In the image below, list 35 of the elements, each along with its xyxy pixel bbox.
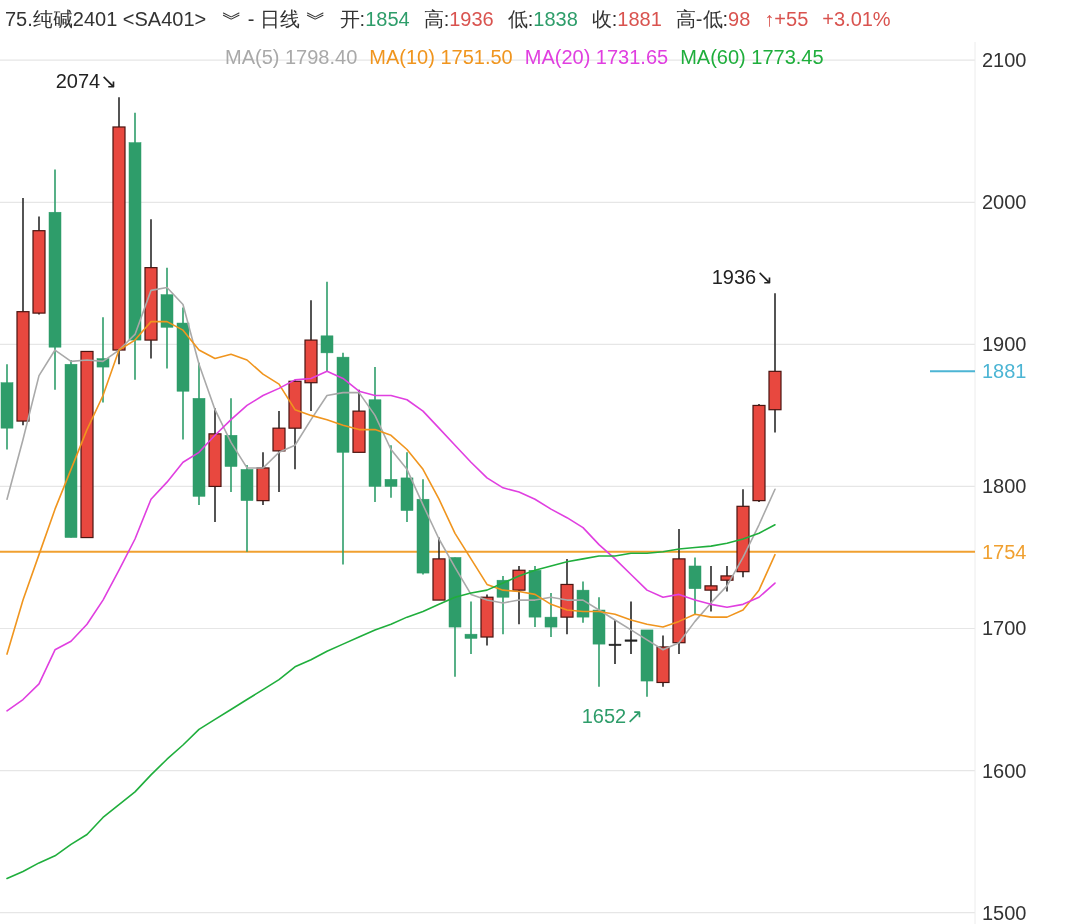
- legend: MA(5) 1798.40 MA(10) 1751.50 MA(20) 1731.65 MA(60) 1773.45: [225, 46, 824, 68]
- candlestick: [272, 410, 286, 493]
- candlestick: [720, 565, 734, 593]
- text: 开:1854: [339, 8, 410, 30]
- annotation: 1936↘: [711, 266, 773, 289]
- candlestick: [544, 592, 558, 638]
- candlestick: [608, 619, 622, 665]
- y-tick-label: 1700: [982, 617, 1027, 640]
- candlestick: [384, 444, 398, 499]
- text: 高:1936: [423, 8, 494, 30]
- y-tick-label: 2100: [982, 49, 1027, 72]
- chart-title: 75.纯碱2401 <SA401>: [5, 8, 207, 30]
- text: 收:1881: [591, 8, 662, 30]
- y-tick-label: 1500: [982, 901, 1027, 924]
- candlestick: [624, 600, 638, 655]
- ref-line-label: 1881: [982, 360, 1027, 383]
- text: 高-低:98: [675, 8, 751, 30]
- candlestick: [96, 316, 110, 404]
- text: ↑+55: [764, 8, 809, 30]
- text: +3.01%: [822, 8, 891, 30]
- text: 低:1838: [507, 8, 578, 30]
- ref-line-label: 1754: [982, 540, 1027, 563]
- annotation: 2074↘: [55, 70, 117, 93]
- y-tick-label: 1600: [982, 759, 1027, 782]
- candlestick: [688, 556, 702, 616]
- annotation: 1652↗: [581, 704, 643, 727]
- candlestick: [464, 600, 478, 655]
- text: ︾ - 日线 ︾: [222, 8, 326, 30]
- y-tick-label: 1900: [982, 333, 1027, 356]
- candlestick: [704, 565, 718, 613]
- y-tick-label: 1800: [982, 475, 1027, 498]
- candlestick: [512, 565, 526, 626]
- candlestick: [320, 281, 334, 373]
- line-series: [6, 523, 776, 880]
- y-tick-label: 2000: [982, 191, 1027, 214]
